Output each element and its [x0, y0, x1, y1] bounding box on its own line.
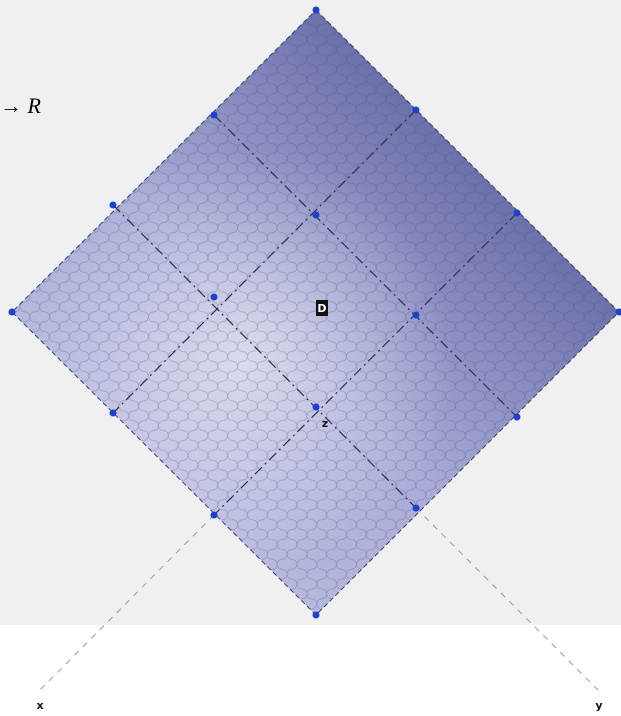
z-axis-label: z	[322, 417, 328, 430]
node	[313, 404, 320, 411]
node	[413, 312, 420, 319]
node	[514, 414, 521, 421]
page: → R D z x y (() => { const data = JSON.p…	[0, 0, 621, 716]
y-axis-label: y	[595, 699, 602, 712]
node	[211, 512, 218, 519]
node	[110, 410, 117, 417]
node	[110, 202, 117, 209]
node	[313, 7, 320, 14]
surface-view: → R D z x y	[0, 0, 621, 716]
node	[413, 505, 420, 512]
node	[514, 210, 521, 217]
x-axis-label: x	[36, 699, 43, 712]
surface-label: D	[317, 302, 326, 315]
function-label: → R	[0, 93, 42, 118]
node	[9, 309, 16, 316]
node	[413, 107, 420, 114]
node	[211, 294, 218, 301]
node	[313, 212, 320, 219]
node	[211, 112, 218, 119]
node	[313, 612, 320, 619]
